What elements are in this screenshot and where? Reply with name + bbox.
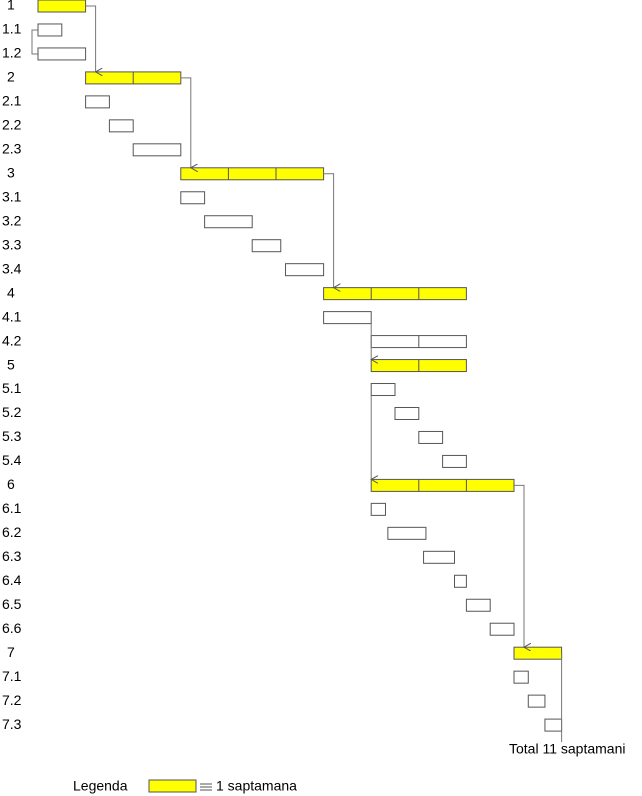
sub-bar [387, 526, 427, 540]
legend-equal [200, 783, 212, 791]
task-label: 5 [7, 356, 15, 372]
main-bar [37, 0, 87, 13]
task-label: 2.1 [2, 93, 22, 109]
task-label: 7.1 [2, 668, 22, 684]
task-label: 6.3 [2, 548, 22, 564]
sub-bar [489, 622, 515, 636]
task-label: 7.2 [2, 692, 22, 708]
main-bar [513, 646, 563, 660]
task-label: 5.3 [2, 428, 22, 444]
dependency-arrow [85, 5, 96, 72]
dependency-arrow [180, 77, 191, 168]
task-label: 4.1 [2, 308, 22, 324]
task-label: 3.4 [2, 260, 22, 276]
task-label: 2 [7, 69, 15, 85]
sub-bar [513, 670, 529, 684]
sub-bar [180, 191, 206, 205]
main-bar [180, 167, 325, 181]
sub-bar [108, 119, 134, 133]
legend-title: Legenda [73, 778, 128, 794]
sub-bar [285, 263, 325, 277]
task-label: 4.2 [2, 332, 22, 348]
sub-bar [465, 598, 491, 612]
main-bar [370, 478, 515, 492]
task-label: 6 [7, 476, 15, 492]
task-label: 1 [7, 0, 15, 13]
task-label: 7.3 [2, 716, 22, 732]
task-label: 3.1 [2, 188, 22, 204]
sub-bar [527, 694, 546, 708]
task-label: 5.1 [2, 380, 22, 396]
sub-bar [418, 430, 444, 444]
legend-label: 1 saptamana [216, 778, 297, 794]
task-label: 3.3 [2, 236, 22, 252]
dependency-arrow [514, 484, 524, 647]
task-label: 4 [7, 284, 15, 300]
sub-bar [132, 143, 182, 157]
task-label: 5.4 [2, 452, 22, 468]
sub-bar [251, 239, 282, 253]
sub-bar [37, 23, 63, 37]
task-label: 5.2 [2, 404, 22, 420]
sub-bar [370, 502, 386, 516]
sub-bar [323, 311, 372, 325]
task-label: 6.6 [2, 620, 22, 636]
task-label: 1.2 [2, 45, 22, 61]
sub-bar [423, 550, 455, 564]
task-label: 3.2 [2, 212, 22, 228]
task-label: 2.2 [2, 117, 22, 133]
task-label: 6.4 [2, 572, 22, 588]
sub-bar [454, 574, 467, 588]
legend-swatch [148, 779, 197, 793]
sub-bar [37, 47, 87, 61]
bracket [31, 29, 38, 55]
total-label: Total 11 saptamani [509, 741, 625, 757]
task-label: 6.5 [2, 596, 22, 612]
task-label: 2.3 [2, 141, 22, 157]
sub-bar [370, 383, 396, 397]
main-bar [323, 287, 467, 301]
sub-bar [544, 718, 563, 732]
task-label: 7 [7, 644, 15, 660]
task-label: 3 [7, 164, 15, 180]
dependency-arrow [323, 173, 334, 288]
task-label: 6.2 [2, 524, 22, 540]
task-label: 1.1 [2, 21, 22, 37]
sub-bar [204, 215, 253, 229]
sub-bar [85, 95, 110, 109]
sub-bar [442, 454, 467, 468]
task-label: 6.1 [2, 500, 22, 516]
sub-bar [394, 406, 420, 420]
